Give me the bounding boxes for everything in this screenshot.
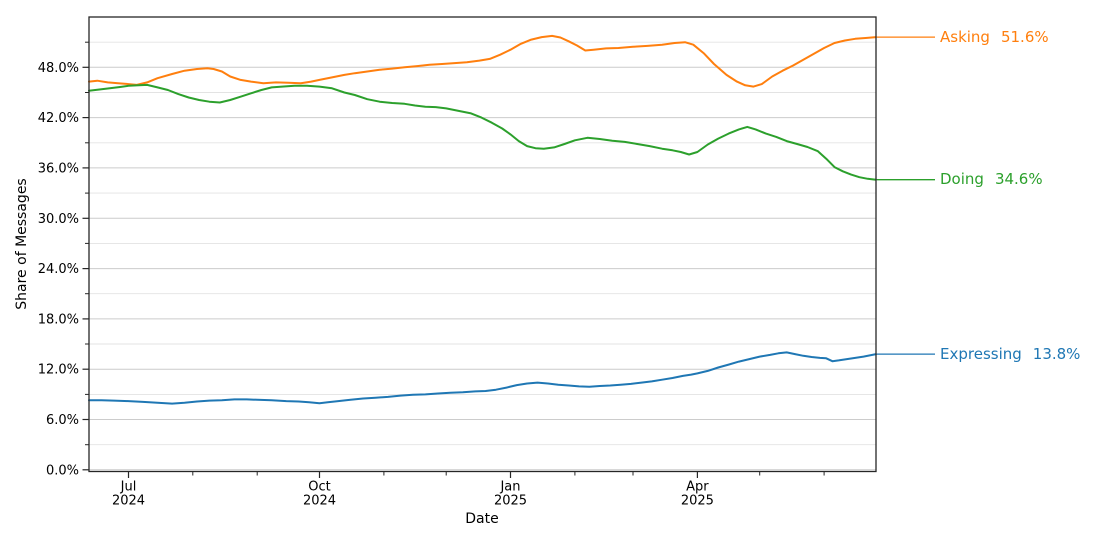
plot-border — [88, 16, 877, 473]
series-label-doing: Doing 34.6% — [940, 170, 1043, 188]
x-axis-title: Date — [465, 511, 499, 527]
y-tick-label: 42.0% — [38, 111, 79, 126]
series-label-asking: Asking 51.6% — [940, 28, 1049, 46]
series-name-expressing: Expressing — [940, 344, 1022, 363]
x-tick-label: 2024 — [303, 494, 336, 509]
x-tick-label: Jul — [120, 480, 137, 495]
y-tick-label: 6.0% — [46, 413, 79, 428]
series-line-asking — [88, 34, 877, 88]
series-line-expressing — [88, 351, 877, 405]
series-value-expressing: 13.8% — [1032, 344, 1081, 363]
x-tick-label: 2025 — [681, 494, 714, 509]
y-tick-label: 36.0% — [38, 161, 79, 176]
series-name-asking: Asking — [940, 27, 990, 46]
y-axis-title: Share of Messages — [14, 178, 30, 310]
series-line-doing — [88, 83, 877, 181]
y-tick-label: 0.0% — [46, 463, 79, 478]
x-tick-label: Oct — [308, 480, 330, 495]
x-tick-label: Apr — [686, 480, 709, 495]
y-tick-label: 24.0% — [38, 262, 79, 277]
series-value-doing: 34.6% — [994, 170, 1043, 189]
series-name-doing: Doing — [940, 170, 984, 189]
series-value-asking: 51.6% — [1000, 27, 1049, 46]
x-tick-label: 2025 — [494, 494, 527, 509]
y-tick-label: 30.0% — [38, 212, 79, 227]
x-tick-label: 2024 — [112, 494, 145, 509]
y-tick-label: 12.0% — [38, 363, 79, 378]
y-tick-label: 18.0% — [38, 312, 79, 327]
y-tick-label: 48.0% — [38, 61, 79, 76]
x-tick-label: Jan — [499, 480, 520, 495]
series-label-expressing: Expressing 13.8% — [940, 345, 1080, 363]
